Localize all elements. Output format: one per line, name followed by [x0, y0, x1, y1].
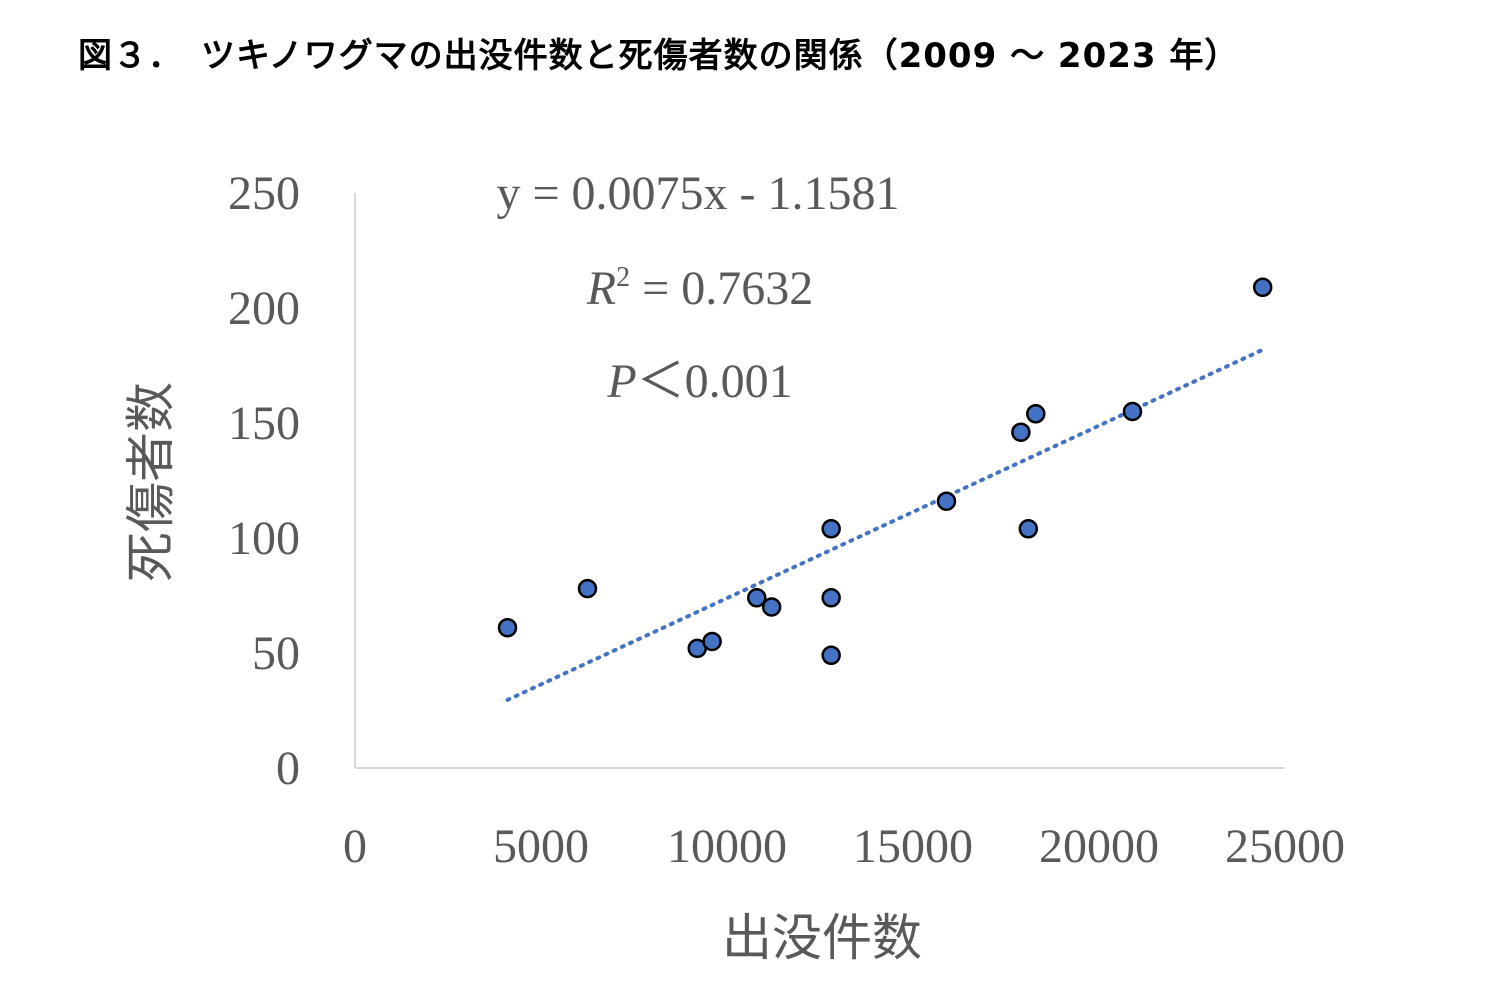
r-squared-superscript: 2 — [616, 262, 630, 293]
data-point — [702, 631, 722, 652]
figure-title: 図３． ツキノワグマの出没件数と死傷者数の関係（2009 ～ 2023 年） — [78, 36, 1240, 76]
y-tick-label: 150 — [228, 397, 300, 450]
y-tick-label: 200 — [228, 282, 300, 335]
data-point — [1252, 277, 1273, 298]
data-point — [821, 645, 841, 666]
data-point — [577, 578, 598, 599]
data-point — [1026, 404, 1046, 424]
p-value-text: ＜0.001 — [637, 355, 793, 408]
y-tick-label: 0 — [276, 742, 300, 795]
y-tick-label: 250 — [228, 167, 300, 220]
data-point — [936, 491, 957, 511]
x-tick-label: 5000 — [493, 820, 589, 873]
data-point — [1122, 401, 1143, 422]
x-tick-label: 15000 — [853, 820, 973, 873]
y-tick-label: 50 — [252, 627, 300, 680]
data-point — [761, 597, 782, 617]
p-value-symbol: P — [606, 355, 636, 408]
equation-annotation: y = 0.0075x - 1.1581 — [496, 167, 899, 220]
x-tick-labels: 0 5000 10000 15000 20000 25000 — [343, 820, 1345, 873]
data-points — [497, 277, 1273, 666]
y-axis-label: 死傷者数 — [122, 382, 180, 582]
x-tick-label: 20000 — [1039, 820, 1159, 873]
r-squared-symbol: R — [586, 262, 616, 315]
data-point — [747, 588, 767, 608]
y-tick-label: 100 — [228, 512, 300, 565]
r-squared-value: = 0.7632 — [630, 262, 813, 315]
data-point — [821, 588, 841, 608]
data-point — [1011, 422, 1031, 442]
x-tick-label: 25000 — [1225, 820, 1345, 873]
axes — [354, 193, 1285, 769]
y-tick-labels: 0 50 100 150 200 250 — [228, 167, 300, 795]
data-point — [821, 519, 841, 539]
r-squared-annotation: R2 = 0.7632 — [586, 262, 813, 315]
x-tick-label: 0 — [343, 820, 367, 873]
data-point — [497, 617, 518, 638]
x-axis-label: 出没件数 — [722, 909, 922, 967]
data-point — [1018, 519, 1039, 539]
x-tick-label: 10000 — [667, 820, 787, 873]
p-value-annotation: P＜0.001 — [606, 355, 792, 408]
